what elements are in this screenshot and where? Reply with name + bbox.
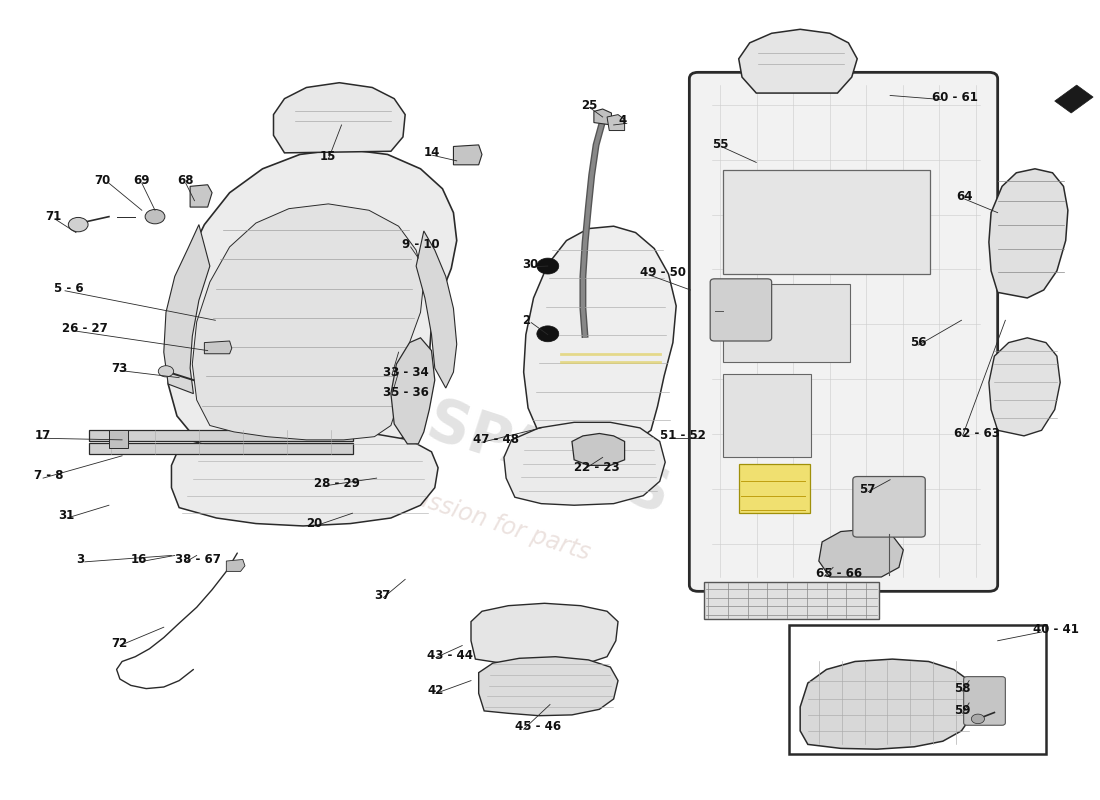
- Polygon shape: [168, 149, 456, 448]
- Polygon shape: [274, 82, 405, 153]
- Text: 70: 70: [95, 174, 111, 187]
- Polygon shape: [524, 226, 676, 448]
- Text: EUROSPARES: EUROSPARES: [248, 338, 678, 526]
- Polygon shape: [704, 582, 879, 619]
- Polygon shape: [190, 185, 212, 207]
- Polygon shape: [89, 443, 352, 454]
- Polygon shape: [607, 114, 625, 130]
- Text: 45 - 46: 45 - 46: [515, 720, 561, 734]
- Text: 42: 42: [427, 685, 443, 698]
- Polygon shape: [594, 109, 612, 125]
- Text: 73: 73: [111, 362, 128, 374]
- Text: 28 - 29: 28 - 29: [315, 478, 360, 490]
- Text: 3: 3: [76, 553, 84, 566]
- Text: a passion for parts: a passion for parts: [375, 474, 593, 565]
- Text: 62 - 63: 62 - 63: [954, 427, 1000, 440]
- Text: 26 - 27: 26 - 27: [62, 322, 108, 334]
- Text: 69: 69: [133, 174, 150, 187]
- Polygon shape: [172, 432, 438, 526]
- Text: 71: 71: [45, 210, 62, 223]
- Circle shape: [971, 714, 984, 724]
- Text: 72: 72: [111, 637, 128, 650]
- Text: 7 - 8: 7 - 8: [34, 470, 64, 482]
- Polygon shape: [416, 231, 456, 388]
- FancyBboxPatch shape: [852, 477, 925, 537]
- Text: 51 - 52: 51 - 52: [660, 430, 705, 442]
- Text: 4: 4: [618, 114, 626, 127]
- Polygon shape: [390, 338, 435, 444]
- Polygon shape: [504, 422, 666, 506]
- FancyBboxPatch shape: [724, 170, 930, 274]
- Polygon shape: [478, 657, 618, 716]
- Circle shape: [68, 218, 88, 232]
- Text: 58: 58: [954, 682, 970, 695]
- Text: 16: 16: [131, 553, 147, 566]
- Text: 17: 17: [34, 430, 51, 442]
- Text: 33 - 34: 33 - 34: [383, 366, 429, 378]
- Polygon shape: [572, 434, 625, 466]
- FancyBboxPatch shape: [724, 284, 849, 362]
- Text: 37: 37: [374, 589, 390, 602]
- Polygon shape: [109, 430, 128, 448]
- Circle shape: [537, 258, 559, 274]
- Polygon shape: [192, 204, 424, 440]
- FancyBboxPatch shape: [711, 279, 771, 341]
- FancyBboxPatch shape: [739, 464, 810, 514]
- Text: 9 - 10: 9 - 10: [402, 238, 440, 251]
- Polygon shape: [471, 603, 618, 667]
- Text: 30: 30: [522, 258, 539, 271]
- Text: 49 - 50: 49 - 50: [640, 266, 686, 279]
- Text: 38 - 67: 38 - 67: [175, 553, 221, 566]
- Text: 22 - 23: 22 - 23: [574, 462, 619, 474]
- Polygon shape: [989, 338, 1060, 436]
- Text: 14: 14: [424, 146, 440, 159]
- Text: 15: 15: [320, 150, 336, 163]
- Text: 20: 20: [307, 517, 322, 530]
- Text: 65 - 66: 65 - 66: [815, 567, 861, 580]
- Text: 40 - 41: 40 - 41: [1033, 623, 1079, 636]
- Text: 64: 64: [956, 190, 972, 203]
- Text: 35 - 36: 35 - 36: [383, 386, 429, 398]
- Polygon shape: [453, 145, 482, 165]
- Text: 56: 56: [910, 336, 926, 349]
- Polygon shape: [800, 659, 976, 749]
- FancyBboxPatch shape: [690, 72, 998, 591]
- Text: 47 - 48: 47 - 48: [473, 434, 519, 446]
- FancyBboxPatch shape: [964, 677, 1005, 726]
- Text: 60 - 61: 60 - 61: [932, 90, 978, 103]
- Text: 2: 2: [522, 314, 530, 326]
- Polygon shape: [1055, 85, 1093, 113]
- Polygon shape: [227, 559, 245, 571]
- Polygon shape: [89, 430, 352, 442]
- Polygon shape: [205, 341, 232, 354]
- Text: 68: 68: [177, 174, 194, 187]
- Text: 43 - 44: 43 - 44: [427, 649, 473, 662]
- Polygon shape: [164, 225, 210, 394]
- Text: 59: 59: [954, 705, 970, 718]
- Text: 25: 25: [581, 98, 597, 111]
- Text: 57: 57: [859, 482, 876, 496]
- Circle shape: [537, 326, 559, 342]
- Text: 5 - 6: 5 - 6: [54, 282, 84, 295]
- Circle shape: [158, 366, 174, 377]
- Text: 31: 31: [58, 509, 75, 522]
- FancyBboxPatch shape: [724, 374, 811, 458]
- Text: 55: 55: [713, 138, 729, 151]
- Circle shape: [145, 210, 165, 224]
- Polygon shape: [818, 529, 903, 577]
- Polygon shape: [739, 30, 857, 93]
- Polygon shape: [989, 169, 1068, 298]
